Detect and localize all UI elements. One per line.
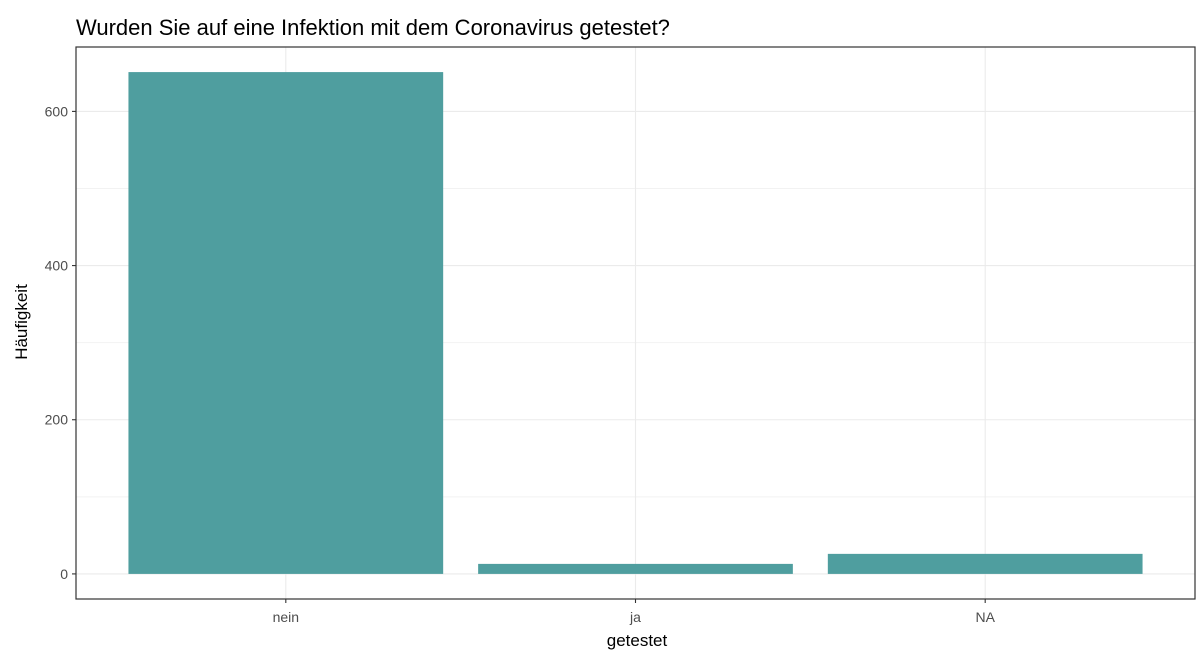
y-axis: 0 200 400 600 [45,103,76,582]
bars [128,72,1143,574]
y-tick-label: 400 [45,258,69,274]
bar-na [827,553,1143,574]
x-axis-title: getestet [607,631,668,650]
bar-nein [128,72,444,574]
chart-title: Wurden Sie auf eine Infektion mit dem Co… [76,15,670,40]
bar-ja [478,563,793,574]
x-axis: nein ja NA [273,599,996,625]
x-tick-label: ja [629,609,641,625]
y-tick-label: 600 [45,103,69,119]
y-tick-label: 0 [60,566,68,582]
y-axis-title: Häufigkeit [12,284,31,360]
x-tick-label: NA [975,609,995,625]
y-tick-label: 200 [45,412,69,428]
x-tick-label: nein [273,609,299,625]
